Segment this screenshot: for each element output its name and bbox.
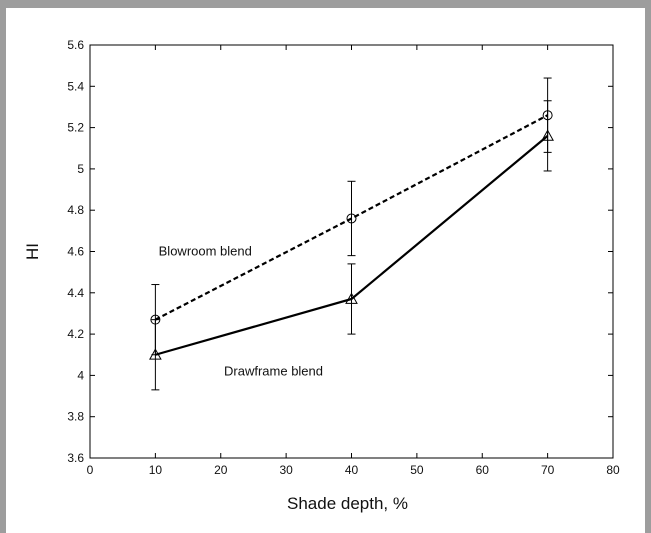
y-tick-label: 4.6 [67, 245, 84, 259]
y-tick-label: 3.6 [67, 451, 84, 465]
x-tick-label: 60 [476, 463, 490, 477]
x-tick-label: 70 [541, 463, 555, 477]
data-point-drawframe-blend [345, 292, 358, 304]
x-axis-label: Shade depth, % [287, 494, 408, 513]
y-tick-label: 4.8 [67, 203, 84, 217]
y-tick-label: 5.6 [67, 38, 84, 52]
y-tick-label: 4.4 [67, 286, 84, 300]
plot-area [89, 44, 614, 459]
y-axis-label: HI [23, 243, 42, 260]
x-tick-label: 40 [345, 463, 359, 477]
annotation-blowroom: Blowroom blend [159, 244, 252, 259]
series-layer [149, 77, 554, 391]
y-tick-label: 5.4 [67, 79, 84, 93]
y-tick-label: 4.2 [67, 327, 84, 341]
y-tick-label: 5.2 [67, 121, 84, 135]
x-tick-label: 50 [410, 463, 424, 477]
data-point-drawframe-blend [149, 348, 162, 360]
y-tick-label: 5 [77, 162, 84, 176]
x-tick-label: 10 [149, 463, 163, 477]
data-point-blowroom-blend [346, 213, 357, 224]
x-tick-label: 80 [606, 463, 620, 477]
data-point-drawframe-blend [541, 129, 554, 141]
y-tick-label: 3.8 [67, 410, 84, 424]
x-tick-label: 20 [214, 463, 228, 477]
tick-group: 0 10 20 30 40 50 60 70 80 3.6 3.8 4 4.2 4.4 4.6 4.8 5 5.2… [67, 38, 620, 477]
y-tick-label: 4 [77, 368, 84, 382]
x-tick-label: 0 [87, 463, 94, 477]
x-tick-label: 30 [279, 463, 293, 477]
annotation-drawframe: Drawframe blend [224, 363, 323, 378]
